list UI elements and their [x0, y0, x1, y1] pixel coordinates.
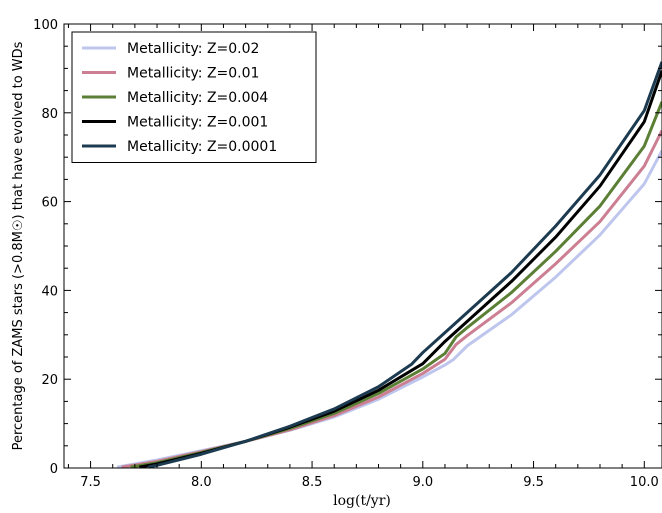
x-tick-label: 9.0 [412, 475, 433, 490]
y-tick-label: 40 [41, 284, 58, 299]
x-tick-label: 7.5 [80, 475, 101, 490]
legend-label-3: Metallicity: Z=0.004 [127, 90, 268, 106]
y-tick-label: 100 [33, 18, 58, 33]
x-tick-label: 10.0 [630, 475, 659, 490]
legend-label-4: Metallicity: Z=0.001 [127, 115, 268, 131]
x-tick-label: 9.5 [523, 475, 544, 490]
y-tick-label: 0 [50, 462, 58, 477]
x-tick-label: 8.0 [191, 475, 212, 490]
legend: Metallicity: Z=0.02 Metallicity: Z=0.01 Me… [71, 31, 317, 163]
y-tick-label: 60 [41, 196, 58, 211]
legend-label-2: Metallicity: Z=0.01 [127, 66, 259, 82]
y-tick-label: 80 [41, 107, 58, 122]
legend-label-5: Metallicity: Z=0.0001 [127, 139, 277, 155]
axes-layer: 7.5 8.0 8.5 9.0 9.5 10.0 0 20 40 60 80 100 [33, 18, 662, 490]
legend-label-1: Metallicity: Z=0.02 [127, 41, 259, 57]
x-axis-label: log(t/yr) [333, 493, 391, 509]
x-tick-label: 8.5 [302, 475, 323, 490]
y-tick-label: 20 [41, 373, 58, 388]
series-line-5 [147, 61, 662, 469]
y-axis-label: Percentage of ZAMS stars (>0.8M☉) that h… [11, 41, 26, 450]
series-layer [116, 61, 662, 469]
